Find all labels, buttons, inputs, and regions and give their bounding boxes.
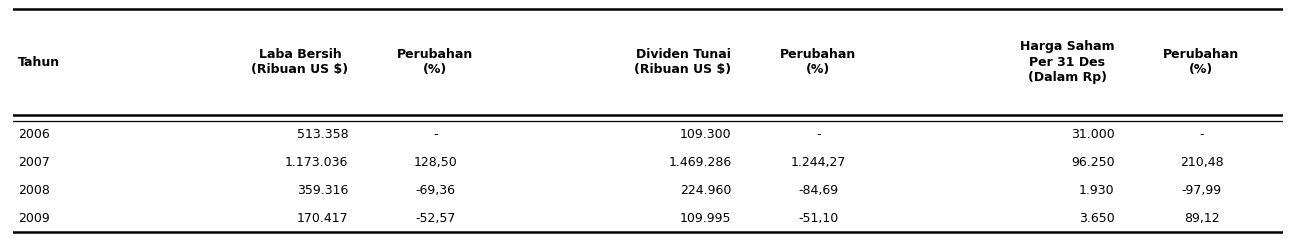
Text: 2008: 2008 bbox=[18, 184, 51, 197]
Text: 109.995: 109.995 bbox=[680, 212, 732, 224]
Text: 89,12: 89,12 bbox=[1183, 212, 1220, 224]
Text: 359.316: 359.316 bbox=[297, 184, 349, 197]
Text: 224.960: 224.960 bbox=[680, 184, 732, 197]
Text: 1.244,27: 1.244,27 bbox=[791, 156, 846, 169]
Text: Dividen Tunai
(Ribuan US $): Dividen Tunai (Ribuan US $) bbox=[635, 48, 732, 76]
Text: 170.417: 170.417 bbox=[297, 212, 349, 224]
Text: Perubahan
(%): Perubahan (%) bbox=[1164, 48, 1239, 76]
Text: 2007: 2007 bbox=[18, 156, 51, 169]
Text: 210,48: 210,48 bbox=[1179, 156, 1223, 169]
Text: Perubahan
(%): Perubahan (%) bbox=[397, 48, 473, 76]
Text: 128,50: 128,50 bbox=[413, 156, 457, 169]
Text: Harga Saham
Per 31 Des
(Dalam Rp): Harga Saham Per 31 Des (Dalam Rp) bbox=[1020, 40, 1115, 84]
Text: -: - bbox=[1199, 128, 1204, 141]
Text: -51,10: -51,10 bbox=[798, 212, 839, 224]
Text: 513.358: 513.358 bbox=[297, 128, 349, 141]
Text: Perubahan
(%): Perubahan (%) bbox=[780, 48, 857, 76]
Text: 1.173.036: 1.173.036 bbox=[285, 156, 349, 169]
Text: -69,36: -69,36 bbox=[415, 184, 455, 197]
Text: 3.650: 3.650 bbox=[1080, 212, 1115, 224]
Text: 2006: 2006 bbox=[18, 128, 49, 141]
Text: -97,99: -97,99 bbox=[1182, 184, 1222, 197]
Text: 31.000: 31.000 bbox=[1070, 128, 1115, 141]
Text: 1.469.286: 1.469.286 bbox=[669, 156, 732, 169]
Text: -: - bbox=[816, 128, 820, 141]
Text: -52,57: -52,57 bbox=[415, 212, 455, 224]
Text: Tahun: Tahun bbox=[18, 56, 60, 69]
Text: 1.930: 1.930 bbox=[1080, 184, 1115, 197]
Text: 96.250: 96.250 bbox=[1070, 156, 1115, 169]
Text: Laba Bersih
(Ribuan US $): Laba Bersih (Ribuan US $) bbox=[251, 48, 349, 76]
Text: 2009: 2009 bbox=[18, 212, 49, 224]
Text: -: - bbox=[433, 128, 437, 141]
Text: 109.300: 109.300 bbox=[680, 128, 732, 141]
Text: -84,69: -84,69 bbox=[798, 184, 839, 197]
